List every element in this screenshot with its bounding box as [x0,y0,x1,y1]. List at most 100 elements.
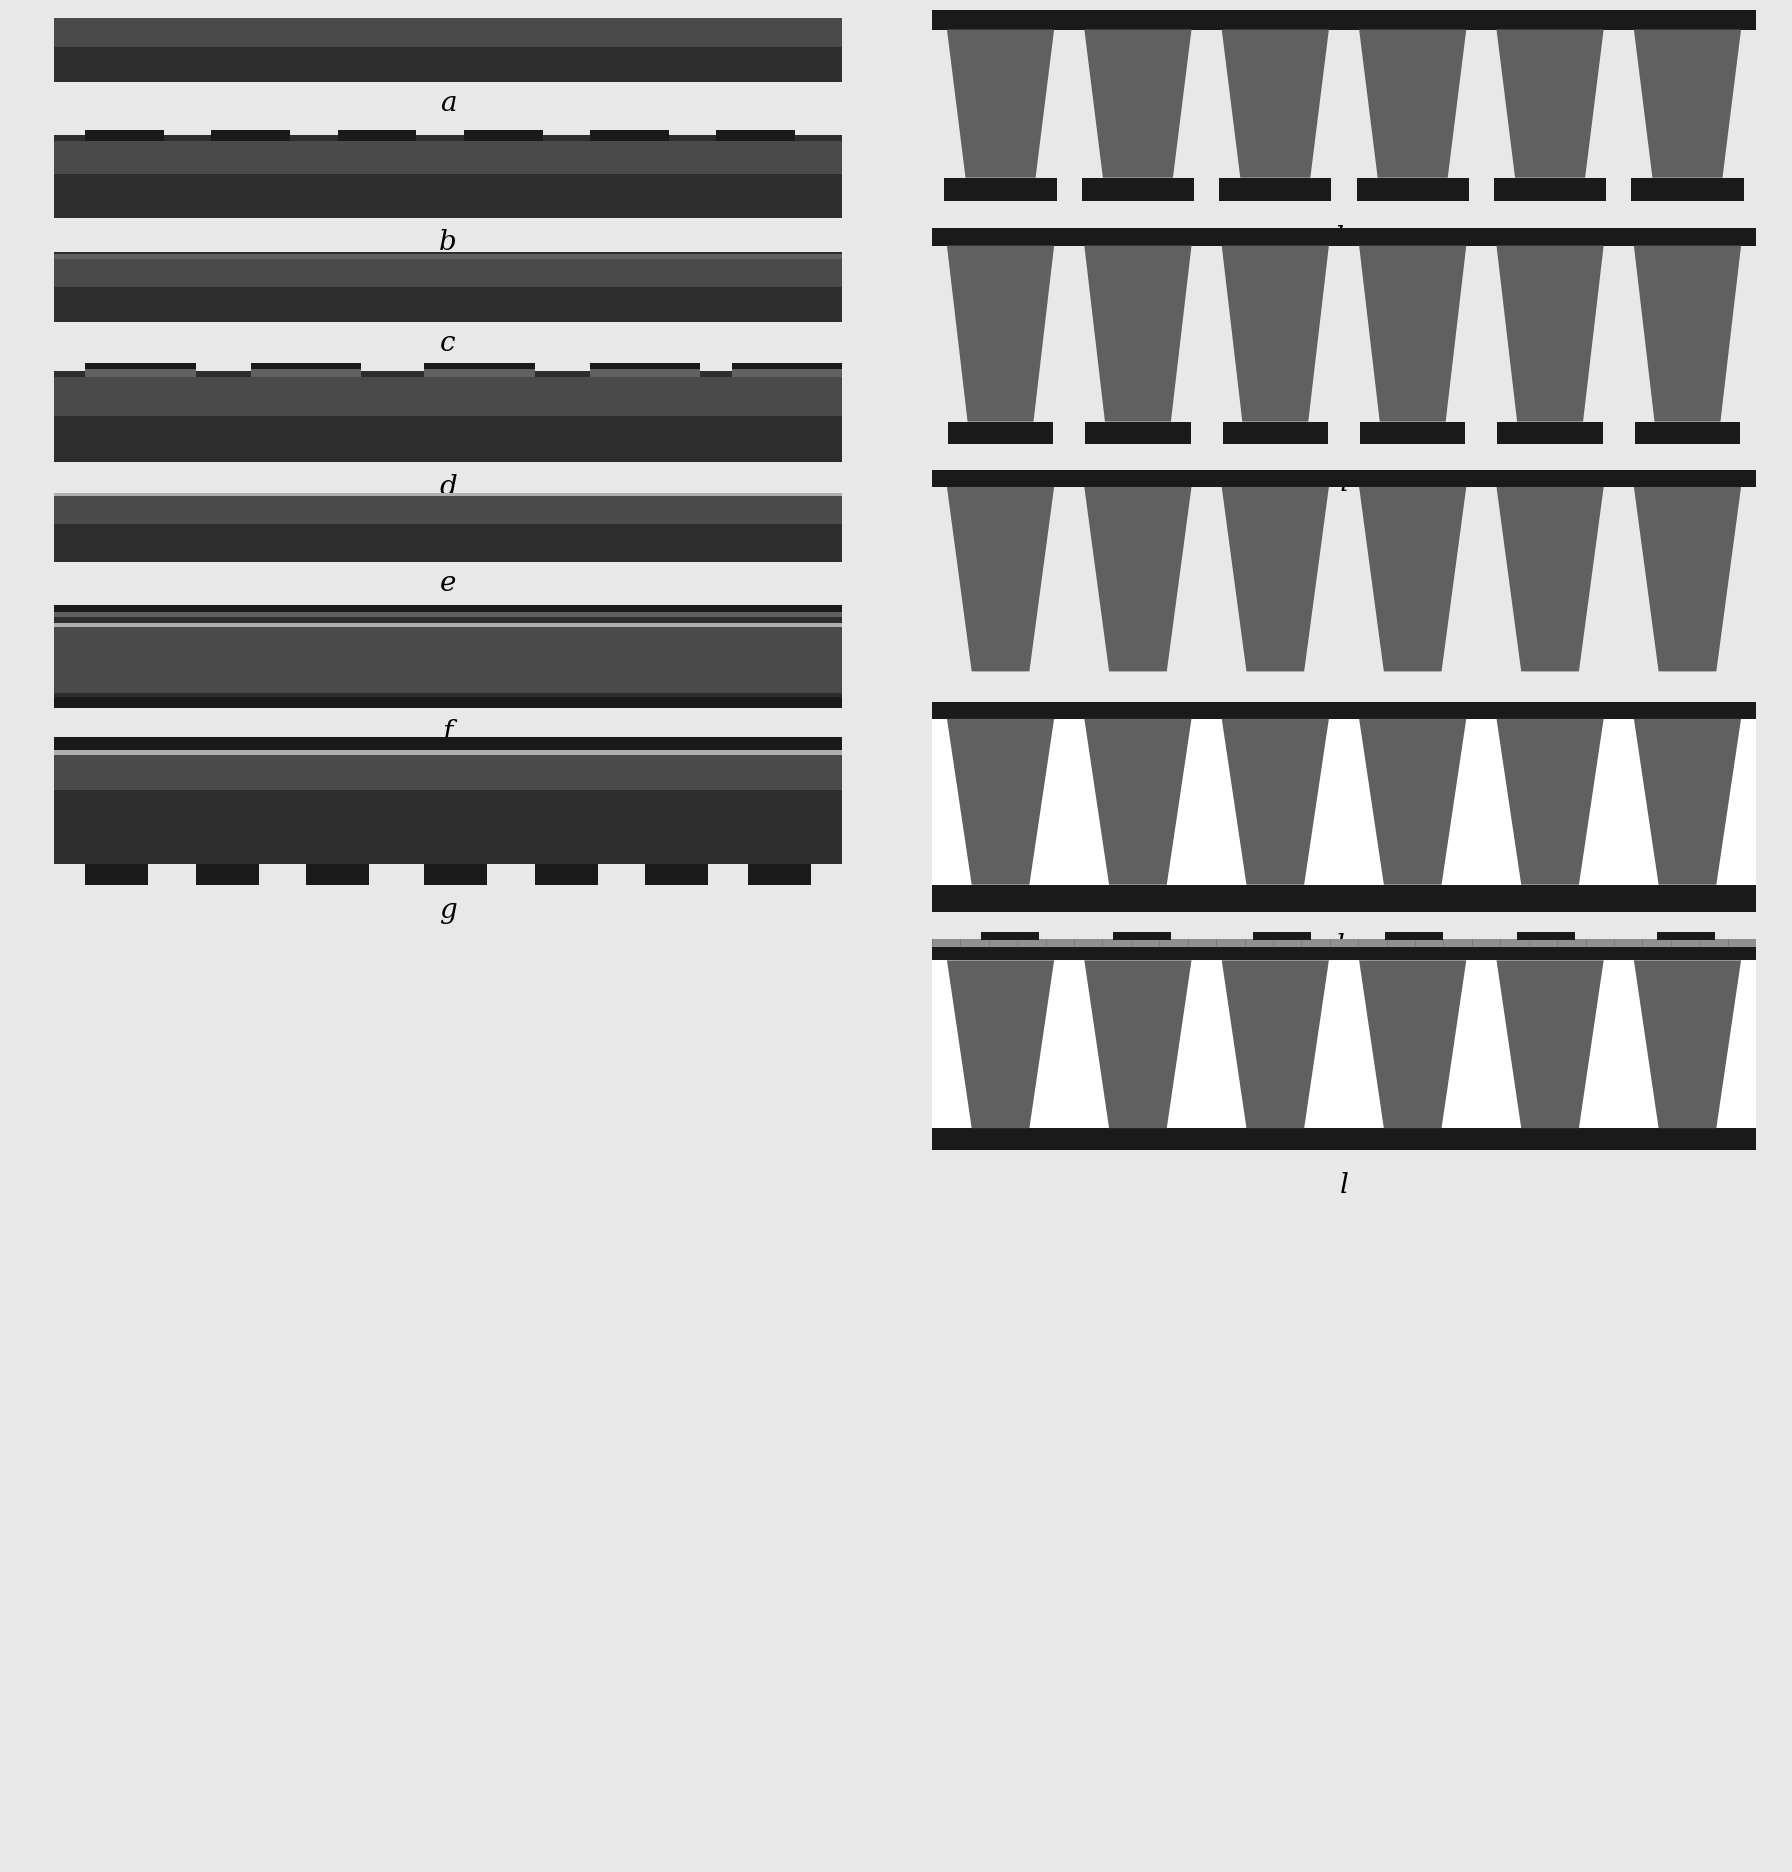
Polygon shape [1496,245,1604,421]
Polygon shape [1358,30,1466,178]
Text: g: g [439,897,457,925]
Bar [54,140,842,174]
Bar [54,19,842,47]
Polygon shape [1358,719,1466,885]
Bar [590,363,701,369]
Bar [54,751,842,754]
Bar [932,945,1756,960]
Text: e: e [439,571,457,597]
Bar [932,960,1756,1129]
Bar [337,129,416,140]
Bar [1357,178,1469,200]
Polygon shape [946,487,1054,672]
Bar [932,719,1756,885]
Bar [195,865,258,885]
Bar [54,255,842,258]
Polygon shape [946,245,1054,421]
Polygon shape [1496,719,1604,885]
Bar [54,135,842,140]
Polygon shape [1222,30,1330,178]
Text: i: i [1340,470,1348,496]
Bar [54,605,842,612]
Bar [251,363,362,369]
Polygon shape [946,960,1054,1129]
Text: b: b [439,228,457,256]
Bar [590,369,701,378]
Text: j: j [1340,704,1348,730]
Polygon shape [1084,30,1192,178]
Polygon shape [1084,245,1192,421]
Bar [948,421,1054,444]
Polygon shape [1496,960,1604,1129]
Polygon shape [1358,487,1466,672]
Bar [251,369,362,378]
Polygon shape [1634,30,1742,178]
Bar [932,9,1756,30]
Text: c: c [441,329,455,358]
Text: a: a [439,90,457,116]
Polygon shape [1358,960,1466,1129]
Bar [932,938,1756,947]
Bar [54,616,842,623]
Bar [1498,421,1602,444]
Polygon shape [1496,487,1604,672]
Bar [1658,929,1715,940]
Bar [1634,421,1740,444]
Bar [86,865,149,885]
Bar [54,371,842,378]
Bar [54,612,842,616]
Bar [731,369,842,378]
Bar [1086,421,1190,444]
Bar [747,865,810,885]
Bar [534,865,599,885]
Bar [944,178,1057,200]
Polygon shape [1084,719,1192,885]
Bar [54,754,842,790]
Polygon shape [946,719,1054,885]
Bar [54,627,842,693]
Text: d: d [439,474,457,502]
Polygon shape [1634,487,1742,672]
Bar [1360,421,1466,444]
Bar [306,865,369,885]
Bar [54,47,842,82]
Bar [54,494,842,496]
Polygon shape [1084,960,1192,1129]
Bar [1082,178,1193,200]
Bar [86,363,195,369]
Polygon shape [1634,960,1742,1129]
Bar [54,496,842,524]
Bar [932,702,1756,719]
Bar [982,929,1039,940]
Bar [1631,178,1744,200]
Bar [86,369,195,378]
Polygon shape [1222,487,1330,672]
Bar [932,885,1756,912]
Polygon shape [1634,245,1742,421]
Polygon shape [1084,487,1192,672]
Bar [645,865,708,885]
Text: f: f [443,719,453,747]
Bar [425,369,534,378]
Bar [717,129,796,140]
Bar [54,286,842,322]
Bar [1219,178,1331,200]
Bar [211,129,290,140]
Bar [54,693,842,696]
Bar [1222,421,1328,444]
Polygon shape [946,30,1054,178]
Bar [464,129,543,140]
Bar [86,129,165,140]
Polygon shape [1634,719,1742,885]
Text: h: h [1335,225,1353,251]
Polygon shape [1358,245,1466,421]
Polygon shape [1222,719,1330,885]
Bar [1495,178,1606,200]
Bar [932,1129,1756,1149]
Bar [54,623,842,627]
Bar [54,736,842,751]
Polygon shape [1222,245,1330,421]
Bar [1385,929,1443,940]
Bar [54,174,842,217]
Bar [731,363,842,369]
